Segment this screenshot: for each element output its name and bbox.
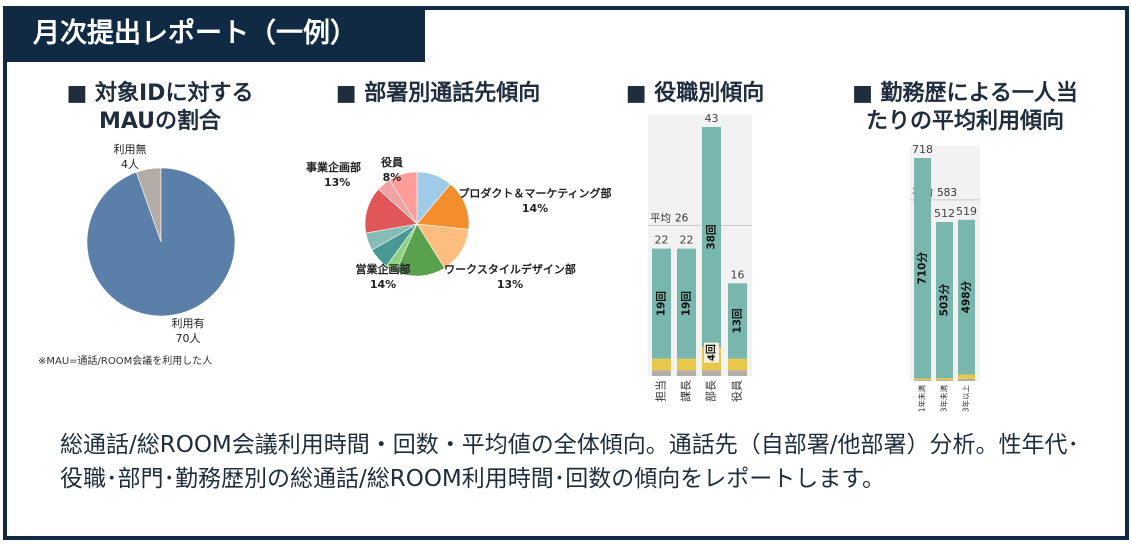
mau-label-unused-value: 4人	[121, 158, 139, 171]
dept-label-product: プロダクト＆マーケティング部 14%	[455, 186, 615, 216]
category-label-1: 3年未満	[939, 385, 949, 413]
bar-inner-label-3: 13回	[732, 308, 744, 333]
bar-teal-1	[677, 248, 696, 359]
bar-teal-2	[958, 219, 975, 375]
mau-title: ■ 対象IDに対する MAUの割合	[50, 80, 270, 136]
bar-inner-label-1: 19回	[681, 291, 693, 316]
bar-yellow-2	[958, 374, 975, 379]
mau-label-unused: 利用無 4人	[105, 142, 155, 172]
mau-footnote: ※MAU=通話/ROOM会議を利用した人	[38, 356, 213, 367]
bar-extra-bg	[704, 342, 719, 363]
bar-inner-label-0: 19回	[656, 291, 668, 316]
mau-label-used: 利用有 70人	[163, 316, 213, 346]
bar-yellow-3	[728, 358, 747, 371]
bar-gray-1	[677, 370, 696, 376]
bar-total-0: 718	[912, 143, 933, 156]
bar-teal-0	[914, 158, 931, 379]
average-label: 平均	[650, 212, 671, 224]
category-label-1: 課長	[679, 380, 693, 402]
dept-label-exec-pct: 8%	[382, 171, 402, 184]
average-value: 583	[937, 187, 957, 199]
dept-label-product-name: プロダクト＆マーケティング部	[458, 187, 612, 200]
dept-label-biz: 事業企画部 13%	[306, 160, 386, 190]
pie-slice-product	[416, 183, 470, 230]
dept-label-biz-name: 事業企画部	[306, 161, 361, 174]
bar-gray-2	[958, 378, 975, 381]
tenure-title-line1: ■ 勤務歴による一人当	[852, 81, 1078, 106]
dept-label-sales-pct: 14%	[369, 278, 397, 291]
bar-gray-3	[728, 370, 747, 376]
category-label-0: 担当	[654, 380, 668, 402]
bar-gray-0	[914, 380, 931, 381]
bar-total-2: 519	[956, 205, 977, 218]
bar-inner-label-2: 38回	[706, 224, 718, 249]
dept-label-workstyle: ワークスタイルデザイン部 13%	[440, 262, 580, 292]
bar-total-1: 22	[680, 234, 694, 247]
bar-gray-1	[936, 380, 953, 381]
bar-gray-2	[702, 370, 721, 376]
dept-label-sales: 営業企画部 14%	[348, 262, 418, 292]
bar-gray-0	[652, 370, 671, 376]
bar-teal-0	[652, 248, 671, 359]
tenure-title: ■ 勤務歴による一人当 たりの平均利用傾向	[830, 80, 1100, 136]
bar-extra-label: 4回	[706, 344, 718, 361]
pie-slice-used	[86, 167, 236, 317]
report-description: 総通話/総ROOM会議利用時間・回数・平均値の全体傾向。通話先（自部署/他部署）…	[60, 432, 1080, 492]
bar-teal-1	[936, 221, 953, 379]
bar-total-3: 16	[731, 268, 745, 281]
bar-yellow-0	[914, 378, 931, 381]
pie-slice-exec	[389, 171, 418, 226]
dept-label-sales-name: 営業企画部	[355, 263, 411, 276]
bar-yellow-1	[677, 358, 696, 371]
dept-label-exec: 役員 8%	[372, 155, 412, 185]
bar-yellow-0	[652, 358, 671, 371]
mau-title-line1: ■ 対象IDに対する	[66, 81, 254, 106]
bar-inner-label-1: 503分	[938, 283, 951, 316]
bar-total-2: 43	[705, 112, 719, 125]
category-label-3: 役員	[730, 380, 744, 402]
dept-title: ■ 部署別通話先傾向	[335, 81, 541, 106]
dept-label-workstyle-name: ワークスタイルデザイン部	[444, 263, 576, 276]
tenure-title-line2: たりの平均利用傾向	[865, 109, 1064, 134]
bar-total-1: 512	[934, 207, 955, 220]
mau-label-used-value: 70人	[175, 332, 201, 345]
mau-title-line2: MAUの割合	[98, 109, 222, 134]
category-label-2: 部長	[704, 380, 718, 402]
bar-yellow-1	[936, 378, 953, 381]
mau-label-unused-name: 利用無	[113, 143, 147, 156]
average-value: 26	[675, 212, 689, 224]
dept-label-workstyle-pct: 13%	[496, 278, 524, 291]
category-label-0: 1年未満	[917, 385, 927, 413]
role-title: ■ 役職別傾向	[625, 81, 765, 106]
bar-teal-2	[702, 127, 721, 348]
dept-label-product-pct: 14%	[521, 202, 549, 215]
bar-inner-label-2: 498分	[960, 280, 973, 313]
bar-teal-3	[728, 283, 747, 359]
report-title: 月次提出レポート（一例）	[3, 6, 425, 62]
dept-label-biz-pct: 13%	[324, 176, 351, 189]
category-label-2: 3年以上	[961, 385, 971, 413]
dept-label-exec-name: 役員	[381, 156, 403, 169]
bar-total-0: 22	[655, 234, 669, 247]
pie-slice-sales	[395, 223, 445, 277]
bar-inner-label-0: 710分	[916, 252, 929, 285]
mau-label-used-name: 利用有	[171, 317, 205, 330]
